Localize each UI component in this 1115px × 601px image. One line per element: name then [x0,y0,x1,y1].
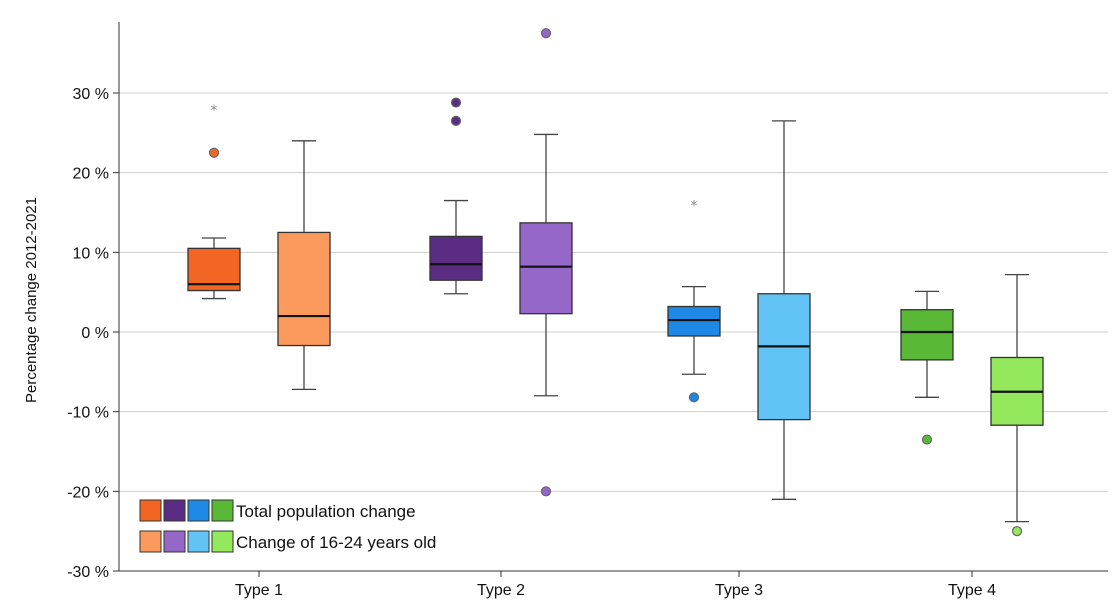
box-group: * [187,103,241,300]
outlier-point [540,486,552,497]
box-group: * [667,199,721,403]
outlier-point [450,97,462,108]
outlier-point [1011,526,1023,537]
outlier-extreme: * [211,103,218,119]
y-tick-label: 30 % [73,86,109,103]
box-group [519,28,573,497]
box-body [277,231,331,347]
y-tick-label: -20 % [67,484,109,501]
legend-swatch [163,530,186,553]
x-tick-label: Type 2 [477,582,525,599]
y-tick-label: -10 % [67,405,109,422]
y-tick-label: 20 % [73,166,109,183]
legend-swatch [139,499,162,522]
x-tick-label: Type 1 [235,582,283,599]
boxes: ** [187,28,1044,537]
legend-label: Change of 16-24 years old [236,533,436,552]
box-body [757,293,811,421]
box-body [429,235,483,281]
grid-lines [119,92,1108,492]
y-tick-label: -30 % [67,564,109,581]
y-axis-ticks: 30 % 20 % 10 % 0 % -10 % -20 % -30 % [67,86,119,581]
box-group [900,290,954,445]
box-body [667,305,721,337]
legend-label: Total population change [236,502,416,521]
box-group [429,97,483,295]
x-tick-label: Type 4 [948,582,996,599]
outlier-point [450,115,462,126]
outlier-point [208,147,220,158]
y-tick-label: 0 % [81,325,109,342]
box-body [900,309,954,361]
legend: Total population change Change of 16-24 y… [139,499,436,553]
legend-swatch [211,499,234,522]
x-axis-ticks: Type 1 Type 2 Type 3 Type 4 [235,571,996,599]
box-body [519,222,573,315]
y-axis-title: Percentage change 2012-2021 [23,197,40,403]
y-tick-label: 10 % [73,245,109,262]
legend-swatch [187,499,210,522]
box-group [990,273,1044,537]
legend-swatch [163,499,186,522]
legend-swatch [187,530,210,553]
outlier-point [540,28,552,39]
box-group [277,140,331,391]
legend-swatch [139,530,162,553]
box-group [757,120,811,500]
outlier-extreme: * [691,199,698,215]
legend-swatch [211,530,234,553]
x-tick-label: Type 3 [715,582,763,599]
outlier-point [921,434,933,445]
outlier-point [688,392,700,403]
